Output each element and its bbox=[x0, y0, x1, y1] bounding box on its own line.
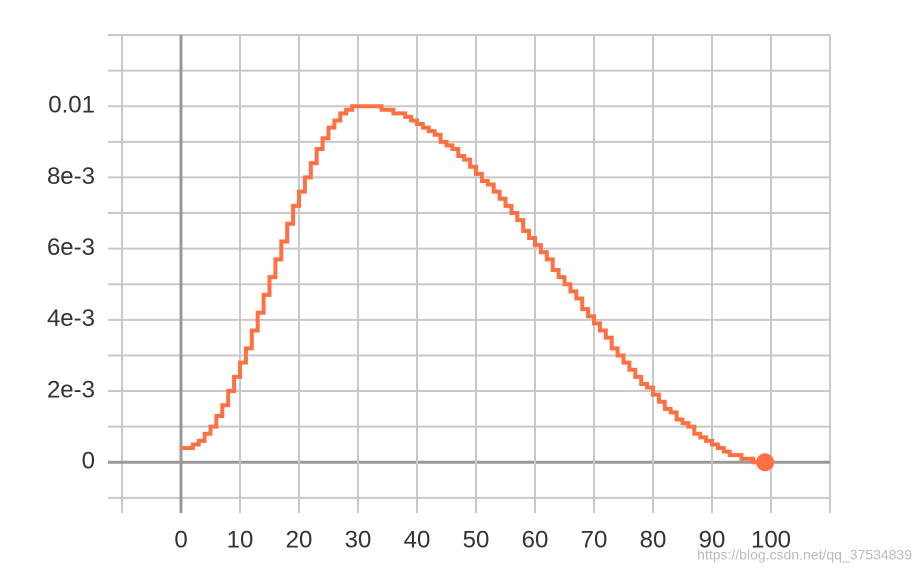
y-tick-label: 0 bbox=[82, 448, 95, 475]
y-tick-label: 8e-3 bbox=[47, 163, 95, 190]
y-tick-label: 0.01 bbox=[48, 92, 95, 119]
x-tick-label: 100 bbox=[751, 526, 791, 553]
x-tick-label: 30 bbox=[345, 526, 372, 553]
end-point bbox=[756, 453, 775, 472]
x-tick-label: 40 bbox=[404, 526, 431, 553]
y-tick-label: 2e-3 bbox=[47, 376, 95, 403]
x-tick-label: 90 bbox=[699, 526, 726, 553]
x-tick-label: 0 bbox=[174, 526, 187, 553]
x-tick-label: 20 bbox=[286, 526, 313, 553]
y-tick-label: 4e-3 bbox=[47, 305, 95, 332]
x-tick-label: 50 bbox=[463, 526, 490, 553]
x-tick-label: 60 bbox=[522, 526, 549, 553]
series-line bbox=[181, 104, 766, 465]
watermark: https://blog.csdn.net/qq_37534839 bbox=[697, 547, 912, 563]
x-tick-label: 70 bbox=[581, 526, 608, 553]
x-tick-label: 80 bbox=[640, 526, 667, 553]
x-tick-label: 10 bbox=[227, 526, 254, 553]
y-tick-label: 6e-3 bbox=[47, 234, 95, 261]
